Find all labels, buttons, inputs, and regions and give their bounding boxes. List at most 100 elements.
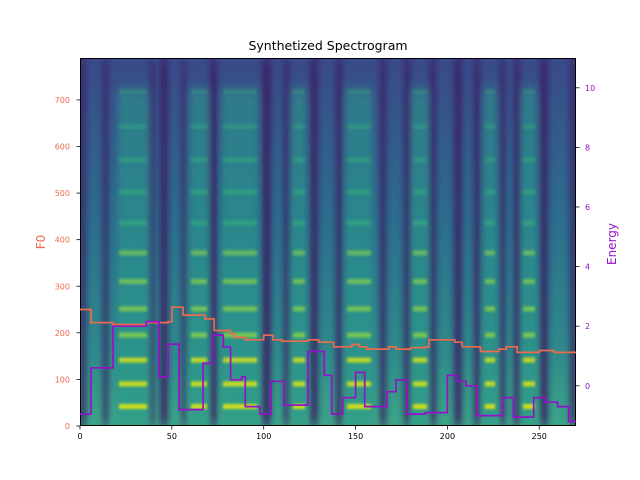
x-tick-label: 0: [77, 432, 82, 441]
energy-tick-label: 0: [585, 382, 590, 391]
energy-tick-label: 2: [585, 322, 590, 331]
f0-tick-label: 700: [55, 96, 70, 105]
spectrogram-harmonic: [523, 250, 535, 256]
spectrogram-harmonic: [293, 332, 305, 338]
spectrogram-harmonic: [347, 250, 371, 256]
spectrogram-harmonic: [413, 381, 427, 387]
spectrogram-harmonic: [413, 189, 427, 195]
spectrogram-harmonic: [293, 381, 305, 387]
spectrogram-harmonic: [413, 404, 427, 409]
spectrogram-harmonic: [347, 357, 371, 363]
spectrogram-harmonic: [223, 89, 257, 95]
spectrogram-harmonic: [293, 157, 305, 163]
spectrogram-harmonic: [485, 279, 495, 284]
spectrogram-harmonic: [119, 89, 147, 95]
spectrogram-harmonic: [485, 357, 495, 363]
spectrogram-harmonic: [523, 220, 535, 226]
spectrogram-harmonic: [223, 306, 257, 312]
spectrogram-gap: [500, 58, 505, 426]
spectrogram-harmonic: [223, 404, 257, 409]
spectrogram-gap: [160, 58, 168, 426]
spectrogram-gap: [336, 58, 342, 426]
spectrogram-voiced-region: [522, 90, 536, 426]
spectrogram-gap: [514, 58, 520, 426]
spectrogram-harmonic: [413, 306, 427, 312]
spectrogram-harmonic: [413, 357, 427, 363]
x-tick-label: 50: [167, 432, 177, 441]
spectrogram-harmonic: [191, 332, 207, 338]
spectrogram-harmonic: [119, 332, 147, 338]
spectrogram-harmonic: [191, 189, 207, 195]
spectrogram-harmonic: [347, 306, 371, 312]
spectrogram-harmonic: [485, 189, 495, 195]
spectrogram-gap: [570, 58, 576, 426]
f0-axis-label: F0: [34, 235, 48, 250]
spectrogram-harmonic: [191, 279, 207, 284]
spectrogram-harmonic: [523, 124, 535, 129]
spectrogram-harmonic: [293, 404, 305, 409]
spectrogram-gap: [103, 58, 108, 426]
f0-tick-label: 500: [55, 189, 70, 198]
spectrogram-harmonic: [523, 157, 535, 163]
spectrogram-harmonic: [119, 124, 147, 129]
spectrogram-harmonic: [485, 381, 495, 387]
spectrogram-harmonic: [223, 381, 257, 387]
spectrogram-harmonic: [523, 357, 535, 363]
spectrogram-harmonic: [119, 357, 147, 363]
f0-series-line: [80, 306, 576, 354]
f0-tick-label: 300: [55, 282, 70, 291]
spectrogram-gap: [310, 58, 318, 426]
spectrogram-harmonic: [413, 89, 427, 95]
spectrogram-harmonic: [485, 89, 495, 95]
f0-tick-label: 200: [55, 329, 70, 338]
spectrogram-harmonic: [293, 124, 305, 129]
spectrogram-harmonic: [485, 250, 495, 256]
spectrogram-gap: [380, 58, 386, 426]
energy-tick-label: 6: [585, 203, 590, 212]
spectrogram-harmonic: [523, 381, 535, 387]
spectrogram-harmonic: [523, 89, 535, 95]
spectrogram-harmonic: [347, 157, 371, 163]
spectrogram-harmonic: [191, 124, 207, 129]
spectrogram-harmonic: [523, 404, 535, 409]
spectrogram-voiced-region: [292, 90, 306, 426]
x-tick-label: 200: [440, 432, 455, 441]
spectrogram-harmonic: [119, 220, 147, 226]
spectrogram-harmonic: [191, 306, 207, 312]
spectrogram-harmonic: [293, 220, 305, 226]
spectrogram-harmonic: [119, 157, 147, 163]
spectrogram-harmonic: [191, 357, 207, 363]
spectrogram-harmonic: [293, 357, 305, 363]
spectrogram-harmonic: [485, 332, 495, 338]
plot-frame: [80, 58, 576, 426]
spectrogram-harmonic: [191, 157, 207, 163]
spectrogram-harmonic: [223, 189, 257, 195]
spectrogram-harmonic: [293, 250, 305, 256]
spectrogram-voiced-region: [484, 90, 496, 426]
energy-tick-label: 10: [585, 84, 595, 93]
x-tick-label: 100: [256, 432, 271, 441]
spectrogram-voiced-region: [346, 90, 372, 426]
spectrogram-harmonic: [523, 332, 535, 338]
energy-axis-label: Energy: [605, 223, 619, 265]
f0-tick-label: 600: [55, 143, 70, 152]
spectrogram-gap: [540, 58, 548, 426]
spectrogram-voiced-region: [118, 90, 148, 426]
f0-axis: 0 100 200 300 400 500 600 700: [55, 96, 80, 431]
spectrogram-harmonic: [119, 381, 147, 387]
spectrogram-gap: [210, 58, 217, 426]
spectrogram-harmonic: [223, 124, 257, 129]
spectrogram-harmonic: [413, 250, 427, 256]
spectrogram-harmonic: [347, 332, 371, 338]
spectrogram-harmonic: [191, 220, 207, 226]
spectrogram-voiced-region: [412, 90, 428, 426]
spectrogram-harmonic: [223, 357, 257, 363]
spectrogram-harmonic: [413, 279, 427, 284]
energy-series-line: [80, 320, 576, 423]
f0-tick-label: 0: [65, 422, 70, 431]
chart-title: Synthetized Spectrogram: [248, 38, 407, 53]
spectrogram-harmonic: [413, 124, 427, 129]
spectrogram-harmonic: [347, 279, 371, 284]
spectrogram-harmonic: [485, 124, 495, 129]
spectrogram-harmonic: [119, 306, 147, 312]
